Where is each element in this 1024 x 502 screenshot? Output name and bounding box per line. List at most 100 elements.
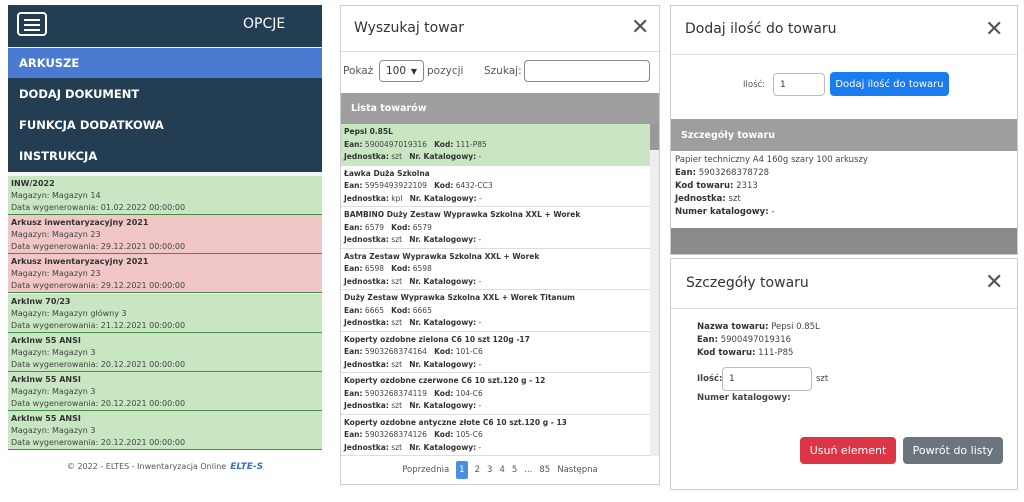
catalog-value: - bbox=[478, 193, 482, 203]
sheet-row[interactable]: Arkusz inwentaryzacyjny 2021 Magazyn: Mag… bbox=[8, 215, 322, 255]
sheet-date: Data wygenerowania: 29.12.2021 00:00:00 bbox=[11, 281, 186, 291]
code-value: 6665 bbox=[412, 305, 432, 315]
sheet-warehouse: Magazyn: Magazyn główny 3 bbox=[11, 308, 127, 318]
unit-label: Jednostka: bbox=[344, 235, 389, 244]
ean-value: 5900497019316 bbox=[720, 335, 792, 345]
page-size-select[interactable]: 100 ▼ bbox=[379, 60, 424, 82]
sheet-warehouse: Magazyn: Magazyn 3 bbox=[11, 347, 96, 357]
ean-value: 5903268374119 bbox=[364, 388, 427, 398]
code-value: 104-C6 bbox=[455, 388, 483, 398]
name-label: Nazwa towaru: bbox=[697, 322, 769, 332]
ean-label: Ean: bbox=[344, 347, 363, 356]
scrollbar[interactable] bbox=[650, 124, 659, 456]
product-name: Duży Zestaw Wyprawka Szkolna XXL + Worek… bbox=[344, 293, 575, 302]
page-link[interactable]: Następna bbox=[557, 465, 598, 475]
quantity-label: Ilość: bbox=[743, 80, 766, 90]
page-link[interactable]: 2 bbox=[474, 465, 481, 475]
line: Jednostka: szt Nr. Katalogowy: - bbox=[344, 317, 647, 330]
page-size-value: 100 bbox=[386, 65, 407, 77]
ean-value: 5903268374164 bbox=[364, 347, 427, 356]
code-value: 6598 bbox=[412, 264, 432, 273]
product-row[interactable]: Astra Zestaw Wyprawka Szkolna XXL + Wore… bbox=[341, 248, 650, 290]
close-button[interactable]: ✕ bbox=[631, 15, 650, 40]
menu: ARKUSZE DODAJ DOKUMENT FUNKCJA DODATKOWA IN… bbox=[8, 48, 322, 172]
ean-value: 5959493922109 bbox=[364, 181, 427, 190]
details-modal: Szczegóły towaru ✕ Nazwa towaru: Pepsi 0… bbox=[670, 258, 1018, 490]
page-link[interactable]: 1 bbox=[456, 461, 468, 479]
sheet-warehouse: Magazyn: Magazyn 14 bbox=[11, 191, 101, 200]
search-input[interactable] bbox=[524, 60, 650, 82]
product-row[interactable]: Koperty ozdobne czerwone C6 10 szt.120 g… bbox=[341, 373, 650, 415]
modal-title: Wyszukaj towar bbox=[354, 20, 465, 36]
product-row[interactable]: Koperty ozdobne zielona C6 10 szt 120g -… bbox=[341, 331, 650, 373]
product-row[interactable]: Koperty ozdobne antyczne złote C6 10 szt… bbox=[341, 414, 650, 456]
sheet-title: ArkInw 55 ANSI bbox=[11, 414, 81, 424]
unit-value: kpl bbox=[391, 193, 403, 203]
sheet-row[interactable]: ArkInw 55 ANSI Magazyn: Magazyn 3 Data wyg… bbox=[8, 332, 322, 372]
menu-item[interactable]: FUNKCJA DODATKOWA bbox=[8, 110, 322, 140]
unit-label: Jednostka: bbox=[344, 401, 389, 410]
line: Arkusz inwentaryzacyjny 2021 bbox=[11, 217, 319, 229]
modal-title: Dodaj ilość do towaru bbox=[685, 21, 837, 37]
ean-label: Ean: bbox=[344, 305, 363, 315]
menu-item[interactable]: INSTRUKCJA bbox=[8, 141, 322, 171]
add-quantity-button[interactable]: Dodaj ilość do towaru bbox=[830, 72, 949, 96]
sheet-row[interactable]: ArkInw 55 ANSI Magazyn: Magazyn 3 Data wyg… bbox=[8, 411, 322, 451]
menu-item[interactable]: ARKUSZE bbox=[8, 48, 322, 78]
product-name: Astra Zestaw Wyprawka Szkolna XXL + Wore… bbox=[344, 251, 540, 261]
page-link[interactable]: 85 bbox=[539, 465, 551, 475]
sheet-row[interactable]: ArkInw 70/23 Magazyn: Magazyn główny 3 Dat… bbox=[8, 293, 322, 333]
sheet-row[interactable]: ArkInw 55 ANSI Magazyn: Magazyn 3 Data wyg… bbox=[8, 372, 322, 411]
unit-label: Jednostka: bbox=[344, 193, 389, 203]
catalog-label: Nr. Katalogowy: bbox=[409, 318, 477, 327]
code-value: 101-C6 bbox=[455, 347, 483, 356]
sheet-title: ArkInw 55 ANSI bbox=[11, 335, 81, 345]
ean-label: Ean: bbox=[344, 388, 363, 398]
quantity-input[interactable]: 1 bbox=[773, 73, 825, 96]
code-label: Kod: bbox=[391, 222, 411, 232]
menu-item[interactable]: DODAJ DOKUMENT bbox=[8, 79, 322, 109]
page-link[interactable]: 3 bbox=[487, 465, 493, 475]
product-details: Papier techniczny A4 160g szary 100 arku… bbox=[675, 154, 868, 219]
options-label[interactable]: OPCJE bbox=[243, 16, 286, 32]
code-label: Kod: bbox=[434, 139, 454, 149]
line: Duży Zestaw Wyprawka Szkolna XXL + Worek… bbox=[344, 292, 647, 305]
code-value: 2313 bbox=[736, 181, 758, 191]
delete-button[interactable]: Usuń element bbox=[800, 437, 896, 464]
product-row[interactable]: BAMBINO Duży Zestaw Wyprawka Szkolna XXL… bbox=[341, 207, 650, 249]
code-value: 111-P85 bbox=[758, 348, 794, 358]
backdrop bbox=[671, 228, 1017, 254]
page-link[interactable]: 5 bbox=[511, 465, 518, 475]
close-button[interactable]: ✕ bbox=[985, 17, 1004, 42]
product-row[interactable]: Ławka Duża Szkolna Ean: 5959493922109 Kod… bbox=[341, 165, 650, 207]
footer-text: © 2022 - ELTES - Inwentaryzacja Online bbox=[66, 462, 227, 471]
unit-label: Jednostka: bbox=[344, 276, 389, 286]
page-link[interactable]: 4 bbox=[499, 465, 505, 475]
unit-value: szt bbox=[391, 442, 403, 452]
line: ArkInw 55 ANSI bbox=[11, 413, 319, 425]
product-row[interactable]: Duży Zestaw Wyprawka Szkolna XXL + Worek… bbox=[341, 290, 650, 332]
catalog-value: - bbox=[771, 207, 775, 217]
ean-label: Ean: bbox=[344, 181, 363, 190]
code-label: Kod: bbox=[434, 181, 454, 190]
entries-label: pozycji bbox=[427, 65, 464, 77]
sheet-row[interactable]: INW/2022 Magazyn: Magazyn 14 Data wygenero… bbox=[8, 176, 322, 215]
page-link[interactable]: Poprzednia bbox=[402, 465, 450, 475]
hamburger-button[interactable] bbox=[17, 12, 47, 36]
quantity-input[interactable]: 1 bbox=[722, 367, 812, 391]
unit-label: Jednostka: bbox=[344, 318, 389, 327]
sheet-date: Data wygenerowania: 01.02.2022 00:00:00 bbox=[11, 203, 186, 212]
sheet-title: INW/2022 bbox=[11, 179, 55, 188]
close-button[interactable]: ✕ bbox=[985, 270, 1004, 295]
page-link[interactable]: ... bbox=[524, 465, 533, 475]
code-label: Kod: bbox=[391, 264, 411, 273]
product-row[interactable]: Pepsi 0.85L Ean: 5900497019316 Kod: 111-P… bbox=[341, 124, 650, 166]
line: Ławka Duża Szkolna bbox=[344, 168, 647, 181]
logo: ELTE-S bbox=[230, 461, 264, 472]
code-value: 105-C6 bbox=[455, 430, 483, 439]
sheet-list: INW/2022 Magazyn: Magazyn 14 Data wygenero… bbox=[8, 176, 322, 451]
back-button[interactable]: Powrót do listy bbox=[903, 437, 1003, 464]
sheet-row[interactable]: Arkusz inwentaryzacyjny 2021 Magazyn: Mag… bbox=[8, 254, 322, 294]
ean-value: 5903268378728 bbox=[698, 168, 770, 178]
